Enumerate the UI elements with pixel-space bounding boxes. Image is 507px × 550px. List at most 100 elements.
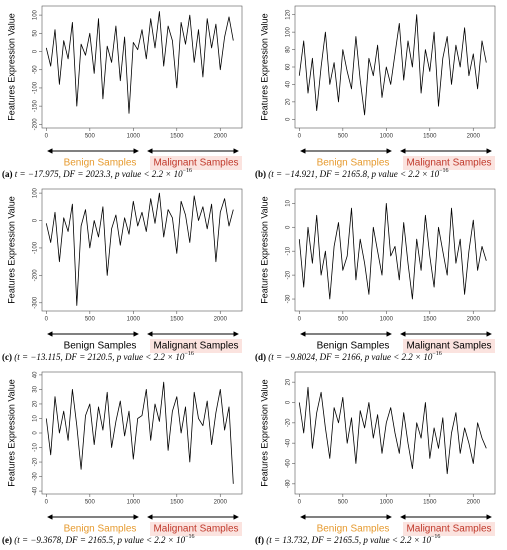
x-tick-label: 2000 bbox=[214, 134, 228, 140]
y-tick-label: 100 bbox=[33, 187, 39, 198]
y-tick-label: -100 bbox=[33, 241, 39, 254]
data-line bbox=[45, 192, 234, 306]
y-tick-label: -60 bbox=[286, 459, 292, 468]
malignant-bg bbox=[150, 339, 242, 353]
y-tick-label: -10 bbox=[33, 443, 39, 452]
caption-exponent: −16 bbox=[439, 168, 448, 174]
malignant-label: Malignant Samples bbox=[153, 341, 238, 352]
x-tick-label: 500 bbox=[338, 317, 349, 323]
x-tick-label: 2000 bbox=[467, 500, 481, 506]
y-tick-label: -40 bbox=[33, 486, 39, 495]
x-tick-label: 2000 bbox=[467, 134, 481, 140]
x-tick-label: 500 bbox=[338, 500, 349, 506]
x-tick-label: 2000 bbox=[467, 317, 481, 323]
plot-frame bbox=[294, 188, 496, 312]
x-tick-label: 0 bbox=[298, 500, 302, 506]
malignant-bg bbox=[150, 522, 242, 536]
data-line bbox=[45, 11, 234, 114]
y-tick-label: 40 bbox=[33, 371, 39, 378]
x-tick-label: 1000 bbox=[380, 134, 394, 140]
x-tick-label: 1000 bbox=[380, 500, 394, 506]
caption-label: (c) bbox=[2, 352, 12, 362]
y-tick-label: 100 bbox=[33, 9, 39, 20]
y-tick-label: 0 bbox=[33, 218, 39, 222]
caption: (c) (t = −13.115, DF = 2120.5, p value <… bbox=[2, 351, 194, 362]
x-tick-label: 1500 bbox=[423, 317, 437, 323]
x-tick-label: 500 bbox=[85, 317, 96, 323]
y-tick-label: -50 bbox=[33, 65, 39, 74]
y-tick-label: -20 bbox=[33, 457, 39, 466]
y-tick-label: -80 bbox=[286, 479, 292, 488]
y-axis-label: Features Expression Value bbox=[259, 196, 269, 303]
caption: (d) (t = −9.8024, DF = 2166, p value < 2… bbox=[255, 351, 442, 362]
y-axis-label: Features Expression Value bbox=[6, 13, 16, 120]
malignant-label: Malignant Samples bbox=[153, 524, 238, 535]
data-line bbox=[45, 381, 234, 484]
y-tick-label: -200 bbox=[33, 269, 39, 282]
data-line bbox=[298, 203, 487, 300]
x-tick-label: 0 bbox=[45, 134, 49, 140]
caption-label: (e) bbox=[2, 535, 12, 545]
benign-label: Benign Samples bbox=[64, 524, 137, 535]
panel: Features Expression Value -40 -30 -20 -10 0 10… bbox=[2, 371, 243, 545]
y-tick-label: -30 bbox=[33, 472, 39, 481]
y-tick-label: 80 bbox=[286, 46, 292, 53]
caption-exponent: −16 bbox=[184, 351, 193, 357]
y-tick-label: -40 bbox=[286, 438, 292, 447]
y-tick-label: -20 bbox=[286, 270, 292, 279]
x-tick-label: 0 bbox=[45, 317, 49, 323]
plot-frame bbox=[41, 5, 243, 129]
caption-text: (t = −14.921, DF = 2165.8, p value < 2.2… bbox=[266, 169, 440, 179]
panel: Features Expression Value -80 -60 -40 -20 0 20… bbox=[255, 371, 496, 545]
y-tick-label: -10 bbox=[286, 246, 292, 255]
y-tick-label: 20 bbox=[33, 400, 39, 407]
caption: (a) t = −17.975, DF = 2023.3, p value < … bbox=[2, 168, 192, 179]
malignant-bg bbox=[150, 156, 242, 170]
caption-text: (t = −9.8024, DF = 2166, p value < 2.2 ×… bbox=[266, 352, 433, 362]
y-tick-label: 0 bbox=[286, 400, 292, 404]
caption-text: (t = −9.3678, DF = 2165.5, p value < 2.2… bbox=[12, 535, 186, 545]
y-tick-label: 0 bbox=[286, 117, 292, 121]
panel: Features Expression Value -200 -150 -100 -50… bbox=[2, 5, 243, 179]
x-tick-label: 500 bbox=[85, 500, 96, 506]
y-axis-label: Features Expression Value bbox=[6, 196, 16, 303]
x-tick-label: 1000 bbox=[127, 134, 141, 140]
x-tick-label: 1000 bbox=[127, 500, 141, 506]
y-tick-label: -30 bbox=[286, 294, 292, 303]
malignant-bg bbox=[403, 522, 495, 536]
y-tick-label: 0 bbox=[33, 431, 39, 435]
caption-exponent: −16 bbox=[183, 168, 192, 174]
x-tick-label: 0 bbox=[298, 134, 302, 140]
y-tick-label: 20 bbox=[286, 378, 292, 385]
caption-exponent: −16 bbox=[432, 351, 441, 357]
y-tick-label: -100 bbox=[33, 81, 39, 94]
caption: (f) (t = 13.732, DF = 2165.5, p value < … bbox=[255, 534, 440, 545]
y-tick-label: -150 bbox=[33, 99, 39, 112]
caption-exponent: −16 bbox=[185, 534, 194, 540]
y-axis-label: Features Expression Value bbox=[259, 13, 269, 120]
x-tick-label: 1500 bbox=[170, 134, 184, 140]
x-tick-label: 1500 bbox=[170, 317, 184, 323]
caption-label: (a) bbox=[2, 169, 13, 179]
caption-label: (d) bbox=[255, 352, 266, 362]
x-tick-label: 1000 bbox=[380, 317, 394, 323]
plot-frame bbox=[41, 188, 243, 312]
x-tick-label: 0 bbox=[45, 500, 49, 506]
caption: (b) (t = −14.921, DF = 2165.8, p value <… bbox=[255, 168, 449, 179]
x-tick-label: 2000 bbox=[214, 500, 228, 506]
y-tick-label: 10 bbox=[33, 414, 39, 421]
y-tick-label: 40 bbox=[286, 80, 292, 87]
panel: Features Expression Value -300 -200 -100 0 10… bbox=[2, 187, 243, 362]
x-tick-label: 1000 bbox=[127, 317, 141, 323]
caption-text: t = −17.975, DF = 2023.3, p value < 2.2 … bbox=[13, 169, 184, 179]
malignant-label: Malignant Samples bbox=[406, 158, 491, 169]
y-tick-label: 0 bbox=[33, 49, 39, 53]
x-tick-label: 2000 bbox=[214, 317, 228, 323]
malignant-label: Malignant Samples bbox=[406, 341, 491, 352]
caption-exponent: −16 bbox=[431, 534, 440, 540]
y-tick-label: -200 bbox=[33, 118, 39, 131]
y-tick-label: 100 bbox=[286, 26, 292, 37]
caption-label: (b) bbox=[255, 169, 266, 179]
benign-label: Benign Samples bbox=[64, 341, 137, 352]
benign-label: Benign Samples bbox=[317, 341, 390, 352]
